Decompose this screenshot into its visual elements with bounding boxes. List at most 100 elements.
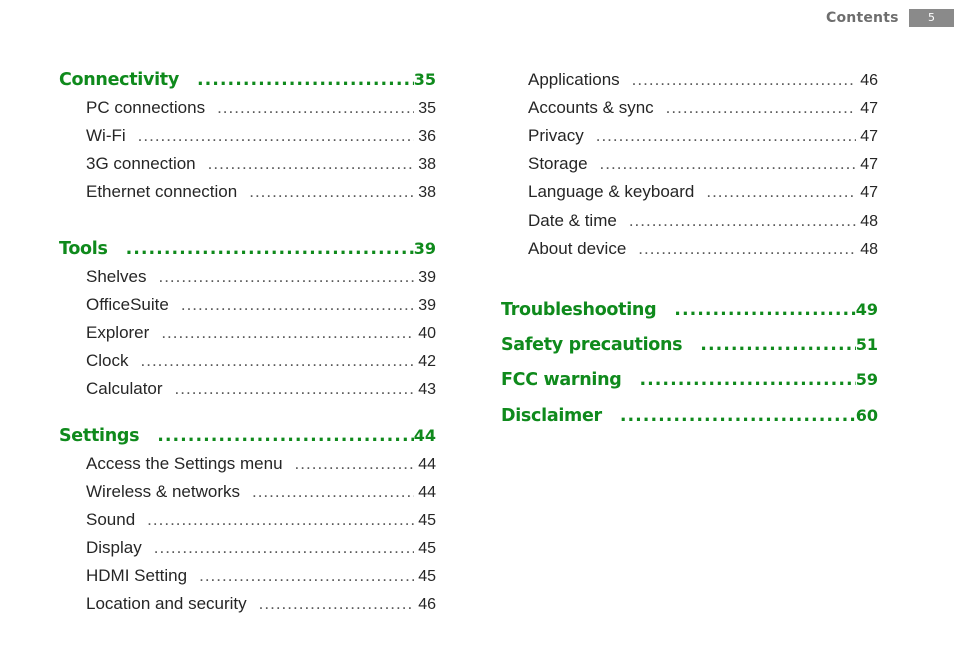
toc-section-title: Safety precautions <box>501 335 683 355</box>
dot-leader <box>259 594 415 614</box>
toc-entry: Wi-Fi 36 <box>86 126 436 146</box>
page-reference: 60 <box>855 406 878 425</box>
toc-entry-title: Accounts & sync <box>528 98 654 117</box>
dot-leader <box>629 211 856 231</box>
dot-leader <box>161 323 414 343</box>
page-reference: 49 <box>855 300 878 319</box>
toc-entry-title: Access the Settings menu <box>86 454 283 473</box>
toc-section-entry: Connectivity 35 <box>59 70 436 90</box>
toc-entry: Shelves 39 <box>86 267 436 287</box>
dot-leader <box>596 126 856 146</box>
dot-leader <box>147 510 414 530</box>
page-reference: 38 <box>418 156 436 173</box>
toc-entry-title: Shelves <box>86 267 147 286</box>
toc-section-title: Troubleshooting <box>501 300 657 320</box>
dot-leader <box>197 70 414 90</box>
page-reference: 46 <box>860 72 878 89</box>
toc-entry: Date & time 48 <box>528 211 878 231</box>
page-reference: 45 <box>418 540 436 557</box>
toc-section-title: FCC warning <box>501 370 622 390</box>
page-reference: 38 <box>418 184 436 201</box>
page-reference: 35 <box>413 70 436 89</box>
dot-leader <box>666 98 857 118</box>
toc-entry: Access the Settings menu 44 <box>86 454 436 474</box>
page-reference: 44 <box>418 456 436 473</box>
toc-entry-title: Applications <box>528 70 620 89</box>
dot-leader <box>157 426 414 446</box>
page-reference: 39 <box>418 297 436 314</box>
dot-leader <box>620 406 856 426</box>
toc-entry: Calculator 43 <box>86 379 436 399</box>
toc-section-entry: Disclaimer 60 <box>501 406 878 426</box>
toc-entry-title: 3G connection <box>86 154 196 173</box>
page-reference: 40 <box>418 325 436 342</box>
dot-leader <box>700 335 855 355</box>
toc-entry: Language & keyboard 47 <box>528 182 878 202</box>
toc-entry: Applications 46 <box>528 70 878 90</box>
toc-entry: Privacy 47 <box>528 126 878 146</box>
dot-leader <box>141 351 415 371</box>
page-reference: 45 <box>418 568 436 585</box>
page-reference: 45 <box>418 512 436 529</box>
toc-section-title: Settings <box>59 426 140 446</box>
page-reference: 42 <box>418 353 436 370</box>
page-reference: 44 <box>413 426 436 445</box>
dot-leader <box>295 454 415 474</box>
page-reference: 39 <box>418 269 436 286</box>
toc-entry-title: OfficeSuite <box>86 295 169 314</box>
toc-entry-title: Date & time <box>528 211 617 230</box>
toc-entry-title: Wi-Fi <box>86 126 126 145</box>
toc-entry-title: Privacy <box>528 126 584 145</box>
toc-section-entry: FCC warning 59 <box>501 370 878 390</box>
page-reference: 43 <box>418 381 436 398</box>
dot-leader <box>217 98 414 118</box>
toc-section-title: Connectivity <box>59 70 179 90</box>
page-reference: 48 <box>860 213 878 230</box>
toc-section-entry: Safety precautions 51 <box>501 335 878 355</box>
page-reference: 47 <box>860 156 878 173</box>
toc-entry: Display 45 <box>86 538 436 558</box>
dot-leader <box>126 239 414 259</box>
dot-leader <box>252 482 414 502</box>
toc-entry: Wireless & networks 44 <box>86 482 436 502</box>
toc-section-title: Disclaimer <box>501 406 602 426</box>
toc-entry-title: HDMI Setting <box>86 566 188 585</box>
toc-entry-title: Location and security <box>86 594 247 613</box>
dot-leader <box>674 300 855 320</box>
running-header-title: Contents <box>826 10 899 26</box>
toc-entry: About device 48 <box>528 239 878 259</box>
dot-leader <box>158 267 414 287</box>
toc-entry-title: Sound <box>86 510 136 529</box>
toc-entry: Explorer 40 <box>86 323 436 343</box>
toc-entry: 3G connection 38 <box>86 154 436 174</box>
toc-entry: Storage 47 <box>528 154 878 174</box>
page-reference: 59 <box>855 370 878 389</box>
page-reference: 47 <box>860 128 878 145</box>
page-reference: 39 <box>413 239 436 258</box>
page-reference: 51 <box>855 335 878 354</box>
page-reference: 36 <box>418 128 436 145</box>
toc-entry-title: Language & keyboard <box>528 182 695 201</box>
toc-entry: Accounts & sync 47 <box>528 98 878 118</box>
page-reference: 46 <box>418 596 436 613</box>
toc-entry-title: PC connections <box>86 98 206 117</box>
dot-leader <box>632 70 857 90</box>
toc-section-entry: Settings 44 <box>59 426 436 446</box>
dot-leader <box>208 154 415 174</box>
page-reference: 48 <box>860 241 878 258</box>
dot-leader <box>138 126 415 146</box>
toc-entry-title: Explorer <box>86 323 150 342</box>
dot-leader <box>638 239 856 259</box>
page-reference: 47 <box>860 184 878 201</box>
page-number-badge: 5 <box>909 9 954 27</box>
toc-entry-title: Wireless & networks <box>86 482 240 501</box>
toc-entry: OfficeSuite 39 <box>86 295 436 315</box>
page-reference: 35 <box>418 100 436 117</box>
toc-entry-title: About device <box>528 239 627 258</box>
toc-entry: Sound 45 <box>86 510 436 530</box>
dot-leader <box>706 182 856 202</box>
toc-entry-title: Storage <box>528 154 588 173</box>
toc-entry: Ethernet connection 38 <box>86 182 436 202</box>
toc-section-title: Tools <box>59 239 108 259</box>
dot-leader <box>249 182 414 202</box>
